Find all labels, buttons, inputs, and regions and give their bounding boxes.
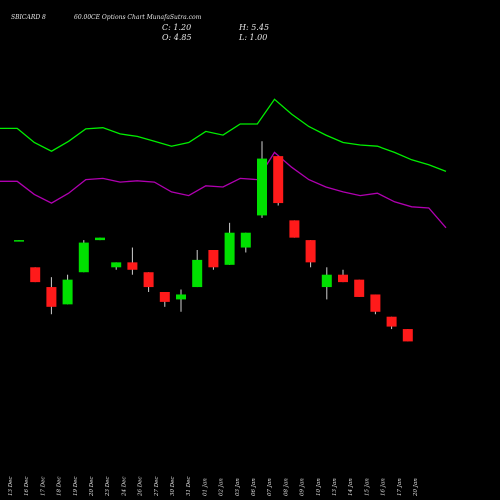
- x-tick-label: 26 Dec: [138, 477, 144, 498]
- header-symbol: SBICARD 8: [11, 14, 46, 21]
- candle: [257, 141, 267, 218]
- candle-body: [46, 287, 57, 307]
- candle: [95, 237, 105, 241]
- upper-band-line: [0, 98, 447, 173]
- candle-body: [354, 279, 365, 297]
- header-subtitle: CE Options Chart MunafaSutra.com: [91, 14, 202, 21]
- x-tick-label: 17 Dec: [40, 477, 46, 497]
- x-tick-label: 16 Dec: [24, 477, 30, 497]
- candle-body: [370, 294, 381, 312]
- candle-body: [321, 274, 332, 288]
- candle: [143, 272, 154, 292]
- x-tick-label: 09 Jan: [300, 478, 306, 496]
- candle-body: [62, 279, 73, 305]
- header-strike: 60.00: [74, 14, 91, 21]
- candle-body: [305, 240, 316, 263]
- candle: [354, 279, 365, 297]
- candle-body: [257, 158, 267, 216]
- candle: [176, 289, 186, 312]
- chart-header: SBICARD 8 60.00 CE Options Chart MunafaS…: [11, 14, 269, 42]
- candle-body: [240, 232, 251, 248]
- candle-body: [273, 156, 284, 204]
- candle: [78, 240, 89, 273]
- candle: [402, 329, 413, 342]
- lower-band-line: [0, 151, 447, 229]
- candle: [370, 294, 381, 315]
- x-tick-label: 20 Dec: [89, 477, 95, 498]
- candle-body: [402, 329, 413, 342]
- header-close: C: 1.20: [162, 23, 191, 32]
- candle-body: [208, 250, 219, 268]
- x-tick-label: 24 Dec: [121, 477, 127, 498]
- candle-body: [95, 237, 105, 241]
- x-tick-label: 01 Jan: [202, 478, 208, 496]
- x-tick-label: 06 Jan: [251, 478, 257, 496]
- x-tick-label: 07 Jan: [267, 478, 273, 496]
- header-low: L: 1.00: [238, 33, 267, 42]
- candle: [289, 220, 300, 238]
- candle: [208, 250, 219, 270]
- x-tick-label: 13 Jan: [332, 478, 338, 496]
- header-high: H: 5.45: [238, 23, 269, 32]
- candle: [159, 292, 170, 307]
- x-tick-label: 08 Jan: [283, 478, 289, 496]
- x-tick-label: 02 Jan: [219, 478, 225, 496]
- candle-body: [224, 232, 235, 265]
- candle: [46, 277, 57, 315]
- candle: [321, 267, 332, 300]
- candle: [62, 274, 73, 305]
- candle-body: [159, 292, 170, 302]
- candle-body: [176, 294, 186, 300]
- candle-body: [30, 267, 41, 283]
- candle-body: [111, 262, 122, 268]
- header-open: O: 4.85: [162, 33, 192, 42]
- candle: [14, 240, 24, 242]
- x-tick-label: 16 Jan: [381, 478, 387, 496]
- candle-body: [338, 274, 348, 283]
- candle: [305, 240, 316, 268]
- candle-body: [192, 259, 203, 288]
- candle-body: [78, 242, 89, 273]
- x-tick-label: 14 Jan: [348, 478, 354, 496]
- candle: [192, 250, 203, 288]
- candle-body: [127, 262, 138, 270]
- x-tick-label: 03 Jan: [235, 478, 241, 496]
- x-tick-label: 10 Jan: [316, 478, 322, 496]
- x-tick-label: 18 Dec: [57, 477, 63, 497]
- x-tick-label: 15 Jan: [364, 478, 370, 496]
- x-tick-label: 19 Dec: [73, 477, 79, 497]
- candle-body: [143, 272, 154, 288]
- candle: [338, 269, 348, 283]
- x-tick-label: 31 Dec: [186, 477, 192, 497]
- candle-body: [289, 220, 300, 238]
- candle: [240, 232, 251, 253]
- x-tick-label: 27 Dec: [154, 477, 160, 498]
- x-tick-label: 30 Dec: [170, 477, 176, 497]
- candle: [224, 222, 235, 265]
- x-tick-label: 20 Jan: [413, 478, 419, 497]
- candle-body: [14, 240, 24, 242]
- candle: [386, 316, 397, 330]
- candle-body: [386, 316, 397, 327]
- candle: [273, 156, 284, 206]
- x-tick-label: 13 Dec: [8, 477, 14, 497]
- candle: [111, 262, 122, 270]
- candle: [127, 247, 138, 275]
- x-tick-label: 23 Dec: [105, 477, 111, 498]
- x-tick-label: 17 Jan: [397, 478, 403, 496]
- candle: [30, 267, 41, 283]
